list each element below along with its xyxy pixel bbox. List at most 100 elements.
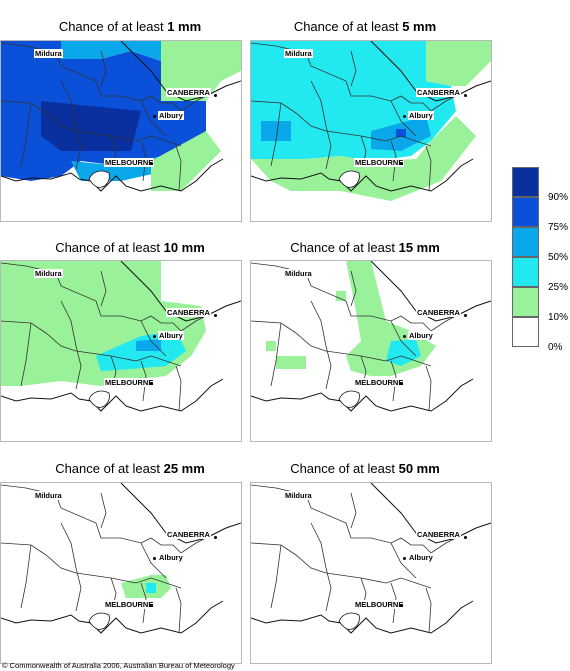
legend-label-90: 90% xyxy=(548,192,569,203)
city-label-melbourne: MELBOURNE xyxy=(104,378,155,387)
map-canvas xyxy=(1,483,241,634)
panel-title-prefix: Chance of at least xyxy=(58,19,168,34)
map-canvas xyxy=(1,41,241,192)
probability-region xyxy=(261,121,291,141)
panel-title: Chance of at least 15 mm xyxy=(245,240,485,255)
city-label-canberra: CANBERRA xyxy=(416,308,461,317)
port-phillip-bay xyxy=(338,612,360,630)
city-label-albury: Albury xyxy=(158,331,184,340)
panel-title: Chance of at least 10 mm xyxy=(10,240,250,255)
district-border xyxy=(20,322,32,387)
city-label-albury: Albury xyxy=(408,111,434,120)
rainfall-map: Mildura CANBERRA Albury MELBOURNE xyxy=(0,260,242,442)
city-label-canberra: CANBERRA xyxy=(416,88,461,97)
panel-title-amount: 10 mm xyxy=(163,240,205,255)
city-label-mildura: Mildura xyxy=(34,269,63,278)
port-phillip-bay xyxy=(88,390,110,408)
panel-title: Chance of at least 25 mm xyxy=(10,461,250,476)
district-border xyxy=(390,320,417,357)
legend-swatch-10 xyxy=(512,287,539,317)
city-marker xyxy=(400,604,403,607)
district-border xyxy=(175,587,182,634)
city-label-albury: Albury xyxy=(158,553,184,562)
rainfall-map: Mildura CANBERRA Albury MELBOURNE xyxy=(250,260,492,442)
rainfall-map: Mildura CANBERRA Albury MELBOURNE xyxy=(0,482,242,664)
city-label-mildura: Mildura xyxy=(34,491,63,500)
coastline xyxy=(251,378,474,412)
city-label-melbourne: MELBOURNE xyxy=(104,158,155,167)
city-label-canberra: CANBERRA xyxy=(166,88,211,97)
port-phillip-bay xyxy=(338,390,360,408)
coastline xyxy=(251,158,474,192)
city-label-albury: Albury xyxy=(408,553,434,562)
district-border xyxy=(251,484,457,554)
map-canvas xyxy=(1,261,241,412)
city-marker xyxy=(464,314,467,317)
legend-swatch-75 xyxy=(512,197,539,227)
district-border xyxy=(390,582,397,624)
district-border xyxy=(251,100,327,132)
district-border xyxy=(140,360,147,402)
probability-region xyxy=(161,41,241,101)
district-border xyxy=(325,350,432,367)
district-border xyxy=(140,320,167,357)
panel-title-prefix: Chance of at least xyxy=(55,240,164,255)
probability-region xyxy=(151,131,221,191)
city-marker xyxy=(150,162,153,165)
legend-label-75: 75% xyxy=(548,222,569,233)
city-label-albury: Albury xyxy=(158,111,184,120)
rainfall-map: Mildura CANBERRA Albury MELBOURNE xyxy=(250,482,492,664)
city-marker xyxy=(153,557,156,560)
legend-swatch-90 xyxy=(512,167,539,197)
district-border xyxy=(251,320,327,352)
rainfall-map: Mildura CANBERRA Albury MELBOURNE xyxy=(0,40,242,222)
district-border xyxy=(140,100,167,137)
probability-region xyxy=(426,41,491,86)
probability-region xyxy=(386,339,421,366)
coastline xyxy=(1,378,224,412)
city-marker xyxy=(214,536,217,539)
city-label-melbourne: MELBOURNE xyxy=(354,600,405,609)
district-border xyxy=(270,102,282,167)
district-border xyxy=(310,80,332,170)
port-phillip-bay xyxy=(88,170,110,188)
probability-region xyxy=(136,339,161,351)
district-border xyxy=(350,50,357,87)
city-marker xyxy=(153,115,156,118)
panel-title-prefix: Chance of at least xyxy=(290,240,399,255)
district-border xyxy=(75,572,182,589)
district-border xyxy=(60,300,82,390)
district-border xyxy=(1,484,207,554)
district-border xyxy=(350,492,357,529)
panel-title-amount: 1 mm xyxy=(167,19,202,34)
city-label-mildura: Mildura xyxy=(284,49,313,58)
district-border xyxy=(20,102,32,167)
probability-region xyxy=(336,291,346,301)
district-border xyxy=(251,542,327,574)
legend-label-0: 0% xyxy=(548,342,563,353)
probability-region xyxy=(61,41,161,61)
city-marker xyxy=(150,382,153,385)
coastline xyxy=(1,158,224,192)
district-border xyxy=(140,542,167,579)
city-marker xyxy=(214,314,217,317)
panel-title: Chance of at least 1 mm xyxy=(10,19,250,34)
map-canvas xyxy=(251,483,491,634)
city-label-melbourne: MELBOURNE xyxy=(354,158,405,167)
city-marker xyxy=(464,536,467,539)
city-marker xyxy=(400,382,403,385)
city-label-canberra: CANBERRA xyxy=(416,530,461,539)
city-marker xyxy=(403,335,406,338)
probability-region xyxy=(251,41,456,161)
city-label-albury: Albury xyxy=(408,331,434,340)
panel-title-amount: 25 mm xyxy=(163,461,205,476)
legend-label-10: 10% xyxy=(548,312,569,323)
district-border xyxy=(325,572,432,589)
city-label-mildura: Mildura xyxy=(34,49,63,58)
district-border xyxy=(310,300,332,390)
panel-title-prefix: Chance of at least xyxy=(293,19,403,34)
district-border xyxy=(75,130,182,147)
district-border xyxy=(270,322,282,387)
district-border xyxy=(140,582,147,624)
district-border xyxy=(1,320,77,352)
